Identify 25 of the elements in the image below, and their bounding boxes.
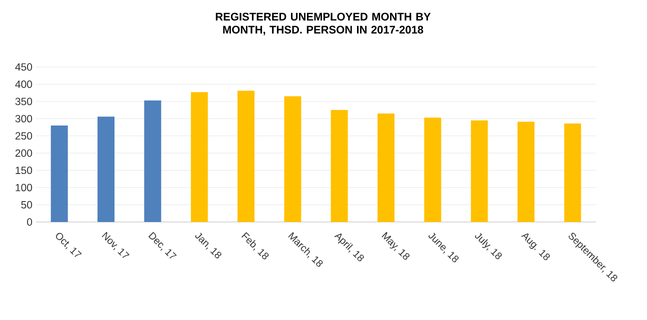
x-tick-label: Aug. 18 (521, 233, 550, 260)
y-tick-label: 250 (15, 132, 32, 140)
y-tick-label: 50 (21, 201, 32, 208)
bar (518, 122, 534, 222)
y-tick-label: 100 (16, 184, 32, 192)
y-tick-label: 150 (16, 166, 32, 174)
bar (424, 118, 442, 222)
x-tick-label: Oct, 17 (56, 232, 82, 257)
bar (50, 126, 68, 222)
bar (190, 92, 208, 222)
bar (98, 116, 115, 222)
y-tick-label: 400 (15, 80, 32, 88)
chart-title: REGISTERED UNEMPLOYED MONTH BY MONTH, THSD. PERSON IN 2017-2018 (216, 12, 431, 36)
bar (330, 110, 348, 222)
bar (470, 120, 488, 222)
bar (284, 96, 302, 222)
y-tick-label: 300 (15, 114, 32, 122)
y-tick-label: 0 (27, 218, 32, 226)
bar (378, 113, 395, 222)
y-tick-label: 350 (15, 98, 32, 106)
bar (564, 123, 582, 222)
bar (144, 100, 162, 222)
y-tick-label: 450 (15, 63, 32, 71)
y-tick-label: 200 (15, 149, 32, 157)
bar (238, 90, 255, 222)
